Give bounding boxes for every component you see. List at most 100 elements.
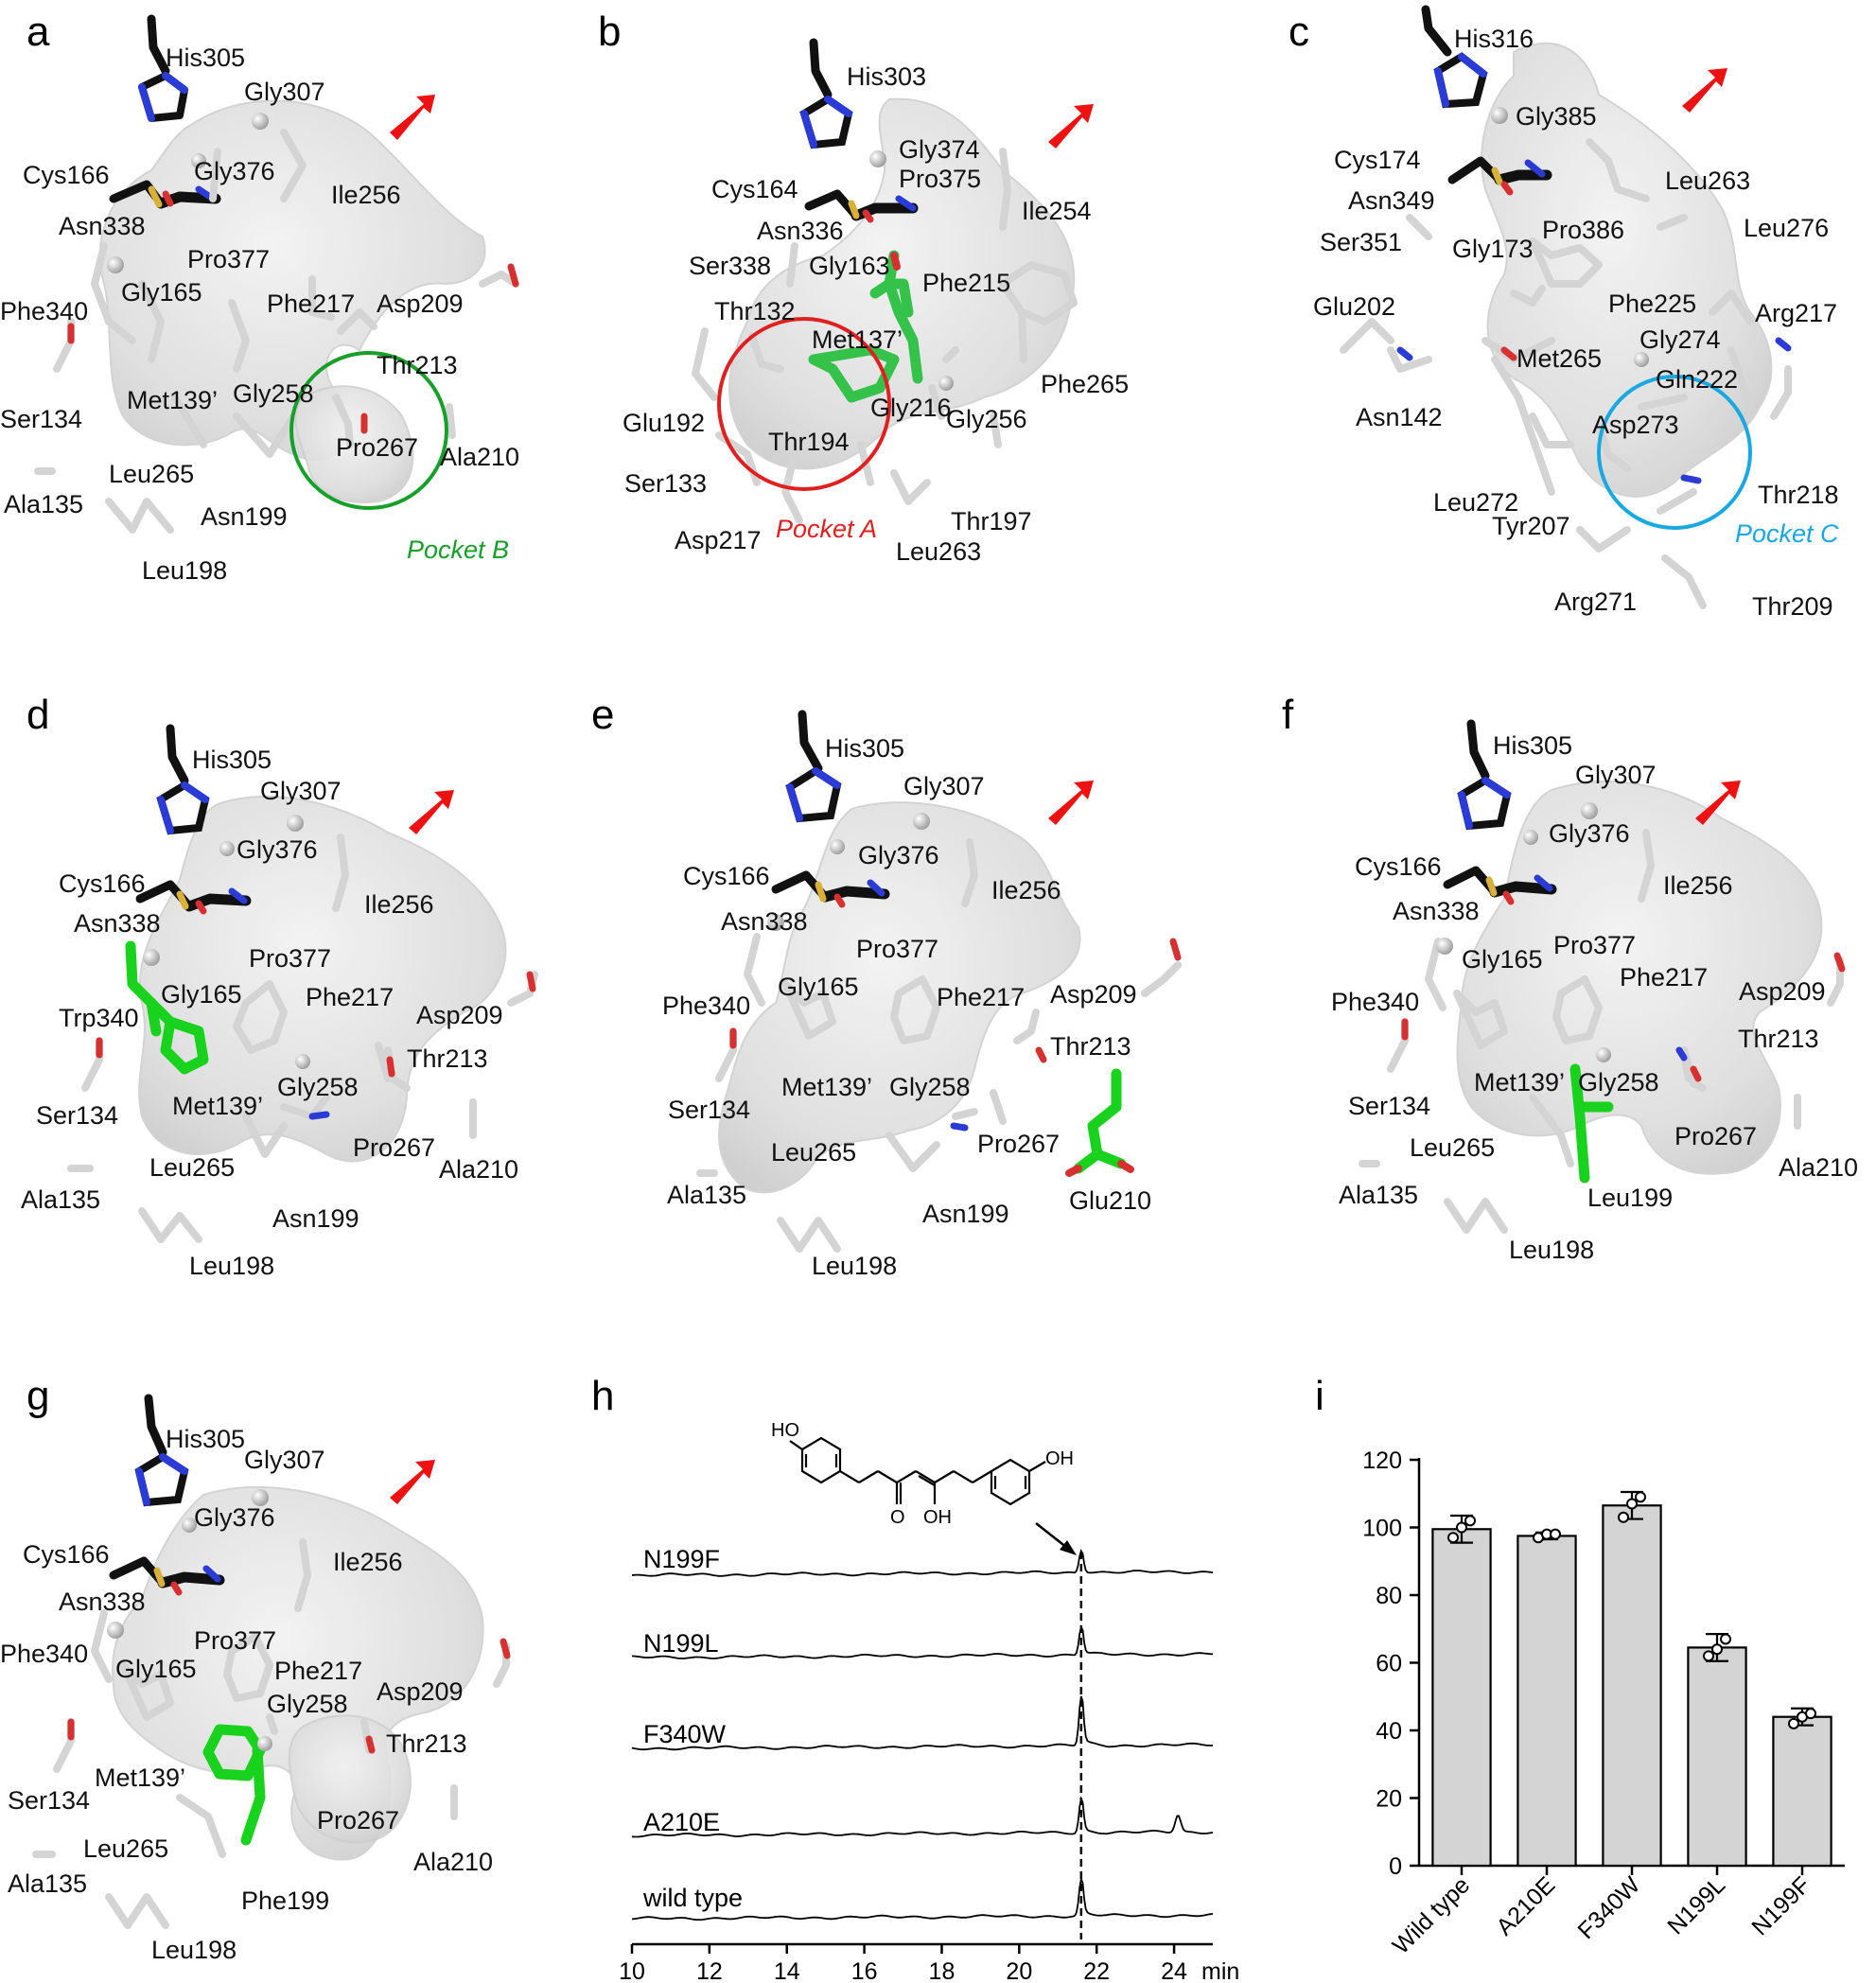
residue-label: Phe340 — [1331, 988, 1419, 1016]
panel-letter-h: h — [591, 1373, 614, 1419]
residue-label: Phe217 — [937, 983, 1025, 1011]
residue-label: Asp209 — [1050, 980, 1137, 1009]
residue-label: Met137’ — [812, 325, 903, 354]
residue-label: Asp217 — [675, 526, 762, 554]
residue-label: Thr213 — [386, 1729, 467, 1758]
oxygen-atom — [1500, 346, 1517, 361]
x-tick-label: 22 — [1083, 1958, 1110, 1983]
his-residue — [799, 38, 853, 149]
residue-label: Leu199 — [1587, 1184, 1673, 1212]
residue-label: Ser134 — [0, 405, 82, 433]
y-tick-label: 20 — [1376, 1786, 1402, 1813]
trace-label: N199F — [643, 1545, 720, 1573]
residue-label: Asn199 — [201, 502, 288, 531]
pocket-a-label: Pocket A — [776, 515, 877, 543]
chromatogram-trace — [631, 1549, 1214, 1577]
cys-residue — [109, 1556, 225, 1596]
y-tick-label: 80 — [1376, 1583, 1402, 1609]
y-tick-label: 100 — [1362, 1516, 1402, 1542]
oxygen-atom — [526, 971, 536, 992]
residue-label: Thr213 — [407, 1044, 488, 1073]
water-atom — [1596, 1047, 1611, 1062]
chromatogram-trace — [631, 1796, 1214, 1838]
his-residue — [785, 710, 842, 823]
residue-label: Ala135 — [8, 1869, 87, 1898]
residue-label: Phe217 — [267, 290, 355, 318]
residue-label: Arg217 — [1755, 299, 1837, 327]
data-point — [1456, 1521, 1467, 1534]
x-tick-label: 24 — [1161, 1958, 1187, 1983]
residue-label: Pro375 — [899, 165, 981, 193]
pocket-surface — [288, 1714, 412, 1844]
residue-label: Leu263 — [1665, 167, 1750, 195]
panel-letter-b: b — [598, 9, 621, 55]
x-tick-label: Wild type — [1388, 1871, 1475, 1958]
residue-label: Arg271 — [1554, 588, 1637, 616]
nitrogen-atom — [1775, 337, 1792, 352]
oxygen-atom — [386, 1056, 395, 1078]
residue-label: Glu210 — [1069, 1186, 1151, 1215]
data-point — [1618, 1511, 1629, 1523]
oxygen-atom — [1690, 1065, 1702, 1082]
water-atom — [1523, 830, 1538, 845]
water-atom — [252, 1489, 269, 1506]
residue-label: Gly274 — [1639, 325, 1721, 354]
residue-label: Asp273 — [1592, 411, 1679, 439]
trace-label: F340W — [643, 1720, 727, 1748]
residue-label: Leu198 — [1509, 1236, 1594, 1264]
residue-label: Leu265 — [149, 1153, 235, 1182]
side-chains — [692, 148, 1078, 524]
nitrogen-atom — [308, 1111, 330, 1120]
residue-label: Cys166 — [683, 862, 770, 890]
residue-label: Asp209 — [1739, 977, 1826, 1006]
residue-label: Pro386 — [1542, 216, 1624, 244]
water-atom — [191, 153, 206, 168]
residue-label: Leu265 — [109, 460, 194, 488]
residue-label: Asn349 — [1348, 186, 1435, 215]
residue-label: Pro267 — [1674, 1122, 1757, 1150]
residue-label: Gly307 — [244, 1446, 325, 1474]
bar — [1602, 1504, 1662, 1868]
data-point — [1447, 1532, 1459, 1544]
residue-label: Ile256 — [991, 876, 1061, 904]
oxygen-atom — [1117, 1160, 1134, 1173]
residue-label: Ser134 — [1348, 1092, 1430, 1120]
data-point — [1805, 1708, 1816, 1720]
y-tick-label: 0 — [1389, 1853, 1402, 1880]
residue-label: Gly376 — [1549, 819, 1630, 848]
enol-label: OH — [923, 1507, 952, 1528]
chromatogram-trace — [631, 1695, 1214, 1751]
bar-chart: 0 20 40 60 80 100 120 Wild type A210E F340W N199L N… — [1362, 1448, 1845, 1959]
residue-label: Gly307 — [244, 78, 325, 106]
panel-letter-g: g — [26, 1373, 49, 1419]
residue-label: Phe340 — [662, 991, 750, 1020]
cys-residue — [135, 880, 252, 915]
residue-label: Ala135 — [1339, 1181, 1418, 1209]
bar — [1517, 1535, 1577, 1868]
entrance-arrow-icon — [390, 1460, 435, 1504]
data-point — [1711, 1643, 1723, 1656]
x-tick-label: 10 — [619, 1958, 645, 1983]
water-atom — [252, 113, 269, 130]
residue-label: Ala210 — [413, 1848, 493, 1876]
residue-label: Ser338 — [689, 252, 771, 280]
residue-label: Glu192 — [622, 409, 705, 437]
his-residue — [1421, 5, 1488, 109]
residue-label: Gly258 — [1578, 1068, 1659, 1097]
mutant-residue — [1073, 1068, 1127, 1174]
residue-label: Asp209 — [377, 290, 464, 318]
panel-a: a — [0, 9, 519, 585]
residue-label: Asn199 — [922, 1200, 1009, 1228]
water-atom — [107, 1622, 124, 1639]
residue-label: Gln222 — [1656, 365, 1738, 394]
water-atom — [938, 376, 954, 391]
residue-label: Asn338 — [74, 909, 161, 938]
residue-label: Leu272 — [1433, 488, 1518, 517]
mutant-residue — [125, 940, 209, 1075]
pocket-c-label: Pocket C — [1735, 519, 1839, 548]
residue-label: Thr213 — [1738, 1025, 1819, 1053]
residue-label: Ile256 — [364, 890, 434, 919]
residue-label: His305 — [166, 1425, 245, 1453]
residue-label: Thr213 — [377, 351, 458, 379]
residue-label: Asn142 — [1356, 403, 1443, 431]
